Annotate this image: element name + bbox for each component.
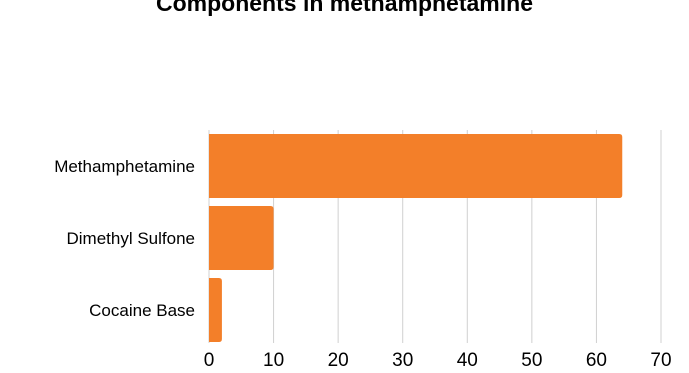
x-tick-label-0: 0 <box>204 350 215 371</box>
x-tick-label-30: 30 <box>392 350 413 371</box>
category-label-methamphetamine: Methamphetamine <box>54 157 195 176</box>
x-tick-label-20: 20 <box>328 350 349 371</box>
bar-dimethyl-sulfone <box>209 206 274 270</box>
bar-methamphetamine <box>209 134 623 198</box>
chart-title: Components in methamphetamine <box>156 0 533 16</box>
category-labels: Methamphetamine Dimethyl Sulfone Cocaine B… <box>54 157 195 320</box>
category-label-cocaine-base: Cocaine Base <box>89 301 195 320</box>
x-tick-label-50: 50 <box>521 350 542 371</box>
bar-cocaine-base <box>209 278 222 342</box>
bars <box>209 134 623 342</box>
x-tick-labels: 0 10 20 30 40 50 60 70 <box>204 350 672 371</box>
x-tick-label-10: 10 <box>263 350 284 371</box>
x-tick-label-70: 70 <box>650 350 671 371</box>
x-tick-label-40: 40 <box>457 350 478 371</box>
x-tick-label-60: 60 <box>586 350 607 371</box>
category-label-dimethyl-sulfone: Dimethyl Sulfone <box>66 229 195 248</box>
